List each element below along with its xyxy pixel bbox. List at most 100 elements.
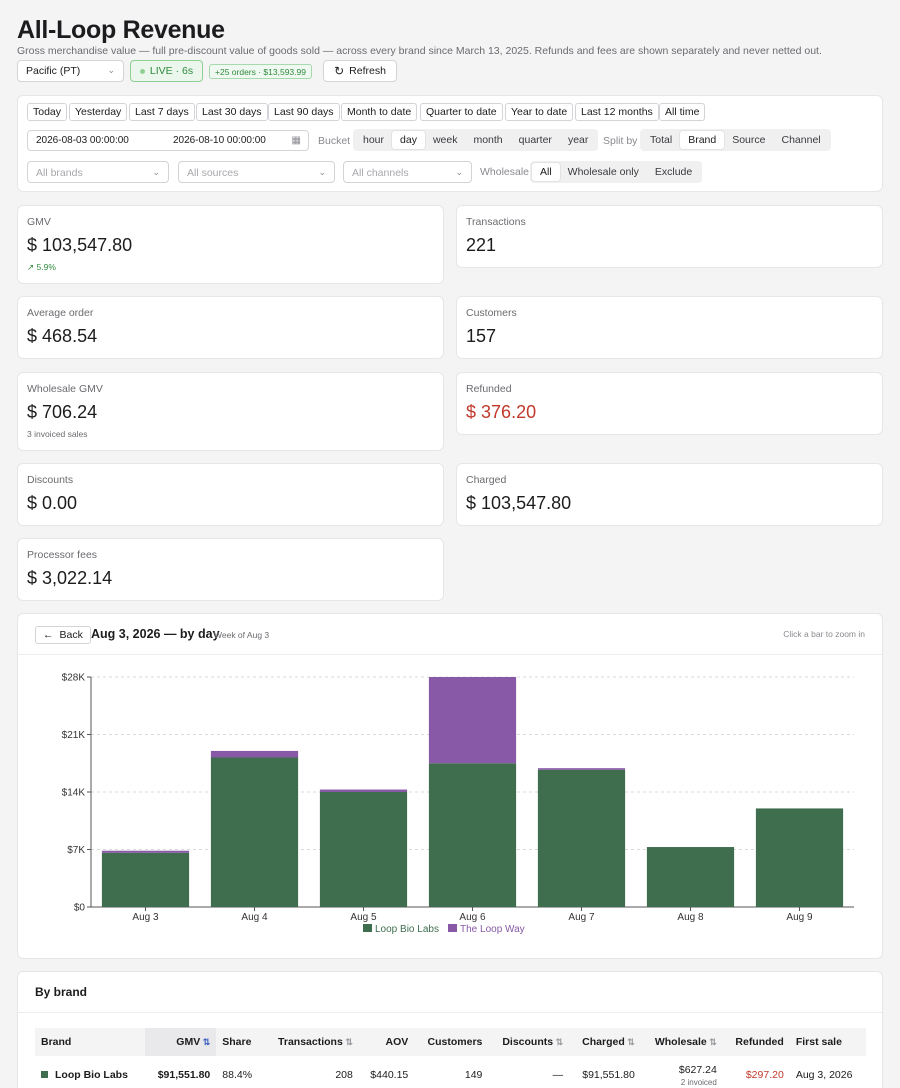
metric-label: Transactions: [466, 216, 526, 228]
metric-card-customers: Customers 157: [456, 296, 883, 359]
trend-up-icon: ↗: [27, 262, 35, 272]
date-range-picker[interactable]: 2026-08-03 00:00:00 → 2026-08-10 00:00:0…: [27, 130, 309, 151]
bar-the-loop-way-aug-6[interactable]: [428, 677, 517, 764]
cell-first-sale: Aug 3, 2026: [790, 1056, 866, 1088]
column-header-wholesale[interactable]: Wholesale ⇅: [640, 1028, 723, 1056]
metric-card-discounts: Discounts $ 0.00: [17, 463, 444, 526]
gmv-value: 103,547.80: [42, 235, 133, 255]
preset-today[interactable]: Today: [27, 103, 68, 121]
timezone-select[interactable]: Pacific (PT) ⌄: [17, 60, 124, 82]
refunded-value: 376.20: [481, 402, 537, 422]
metric-value: $ 103,547.80: [466, 493, 571, 514]
brands-filter[interactable]: All brands ⌄: [27, 161, 169, 183]
cell-discounts: —: [488, 1056, 569, 1088]
preset-all-time[interactable]: All time: [659, 103, 706, 121]
column-header-charged[interactable]: Charged ⇅: [569, 1028, 641, 1056]
column-header-first-sale[interactable]: First sale: [789, 1028, 866, 1056]
metric-label: Charged: [466, 474, 507, 486]
calendar-icon[interactable]: ▦: [291, 135, 301, 146]
bar-loop-bio-labs-aug-8[interactable]: [646, 847, 735, 907]
column-header-label: GMV: [176, 1036, 201, 1048]
column-header-share[interactable]: Share: [216, 1028, 263, 1056]
revenue-bar-chart: $0 $7K $14K $21K $28K Aug 3 Aug 4 Aug 5 Aug 6 Aug…: [62, 673, 854, 935]
currency-symbol: $: [27, 568, 38, 588]
back-button[interactable]: ← Back: [35, 626, 91, 644]
split-total[interactable]: Total: [650, 134, 673, 146]
bar-loop-bio-labs-aug-9[interactable]: [755, 808, 844, 907]
chevron-down-icon: ⌄: [152, 167, 160, 177]
cell-gmv: $91,551.80: [145, 1056, 217, 1088]
bucket-hour[interactable]: hour: [363, 134, 385, 146]
divider: [18, 654, 882, 655]
brand-table: Brand GMV ⇅ Share Transactions ⇅ AOV Customer…: [35, 1028, 866, 1088]
bucket-month[interactable]: month: [473, 134, 503, 146]
split-brand[interactable]: Brand: [680, 131, 725, 149]
bar-the-loop-way-aug-5[interactable]: [319, 789, 408, 792]
currency-symbol: $: [27, 235, 38, 255]
metric-value: $ 103,547.80: [27, 235, 132, 256]
channels-filter[interactable]: All channels ⌄: [343, 161, 472, 183]
column-header-refunded[interactable]: Refunded: [722, 1028, 790, 1056]
bar-the-loop-way-aug-7[interactable]: [537, 768, 626, 770]
preset-month-to-date[interactable]: Month to date: [341, 103, 418, 121]
cell-refunded: $297.20: [723, 1056, 790, 1088]
sources-placeholder: All sources: [187, 167, 239, 179]
refresh-label: Refresh: [349, 65, 386, 77]
refresh-button[interactable]: ↻ Refresh: [323, 60, 397, 82]
metric-value: $ 706.24: [27, 402, 97, 423]
column-header-brand[interactable]: Brand: [35, 1028, 145, 1056]
preset-last-90-days[interactable]: Last 90 days: [268, 103, 340, 121]
average-order-value: 468.54: [42, 326, 98, 346]
preset-yesterday[interactable]: Yesterday: [69, 103, 128, 121]
column-header-customers[interactable]: Customers: [414, 1028, 489, 1056]
column-header-label: Brand: [41, 1036, 72, 1048]
preset-last-30-days[interactable]: Last 30 days: [196, 103, 268, 121]
bar-loop-bio-labs-aug-4[interactable]: [210, 757, 299, 908]
preset-last-7-days[interactable]: Last 7 days: [129, 103, 195, 121]
split-label: Split by: [603, 135, 638, 147]
gmv-change-value: 5.9%: [36, 262, 56, 272]
legend-label: Loop Bio Labs: [375, 924, 439, 935]
preset-quarter-to-date[interactable]: Quarter to date: [420, 103, 503, 121]
discounts-value: 0.00: [42, 493, 78, 513]
cell-value: $297.20: [745, 1069, 784, 1081]
column-header-gmv[interactable]: GMV ⇅: [144, 1028, 217, 1056]
bar-the-loop-way-aug-4[interactable]: [210, 750, 299, 758]
live-toggle[interactable]: LIVE · 6s: [130, 60, 203, 82]
chevron-down-icon: ⌄: [318, 167, 326, 177]
preset-year-to-date[interactable]: Year to date: [505, 103, 574, 121]
bar-loop-bio-labs-aug-6[interactable]: [428, 763, 517, 907]
bucket-year[interactable]: year: [567, 134, 589, 146]
date-start[interactable]: 2026-08-03 00:00:00: [36, 135, 129, 146]
bar-the-loop-way-aug-3[interactable]: [101, 850, 190, 853]
bar-loop-bio-labs-aug-7[interactable]: [537, 769, 626, 907]
bucket-day[interactable]: day: [392, 131, 425, 149]
split-channel[interactable]: Channel: [781, 134, 821, 146]
metric-label: Wholesale GMV: [27, 383, 103, 395]
table-row[interactable]: Loop Bio Labs $91,551.80 88.4% 208 $440.15 14…: [35, 1056, 866, 1088]
customers-value: 157: [466, 326, 497, 346]
column-header-transactions[interactable]: Transactions ⇅: [262, 1028, 359, 1056]
preset-last-12-months[interactable]: Last 12 months: [575, 103, 659, 121]
column-header-label: Refunded: [735, 1036, 784, 1048]
metric-card-refunded: Refunded $ 376.20: [456, 372, 883, 435]
bucket-week[interactable]: week: [432, 134, 458, 146]
bucket-quarter[interactable]: quarter: [518, 134, 552, 146]
metric-label: Discounts: [27, 474, 74, 486]
wholesale-exclude[interactable]: Exclude: [654, 166, 693, 178]
chart-title: Aug 3, 2026 — by day: [91, 627, 220, 641]
chart-hint: Click a bar to zoom in: [783, 629, 865, 639]
column-header-discounts[interactable]: Discounts ⇅: [488, 1028, 570, 1056]
wholesale-wholesale-only[interactable]: Wholesale only: [567, 166, 639, 178]
wholesale-label: Wholesale: [480, 166, 530, 178]
metric-card-transactions: Transactions 221: [456, 205, 883, 268]
processor-fees-value: 3,022.14: [42, 568, 113, 588]
bar-loop-bio-labs-aug-5[interactable]: [319, 792, 408, 907]
date-end[interactable]: 2026-08-10 00:00:00: [173, 135, 266, 146]
wholesale-all[interactable]: All: [532, 163, 560, 181]
split-source[interactable]: Source: [732, 134, 766, 146]
column-header-aov[interactable]: AOV: [358, 1028, 415, 1056]
bar-loop-bio-labs-aug-3[interactable]: [101, 852, 190, 907]
currency-symbol: $: [466, 493, 477, 513]
sources-filter[interactable]: All sources ⌄: [178, 161, 335, 183]
